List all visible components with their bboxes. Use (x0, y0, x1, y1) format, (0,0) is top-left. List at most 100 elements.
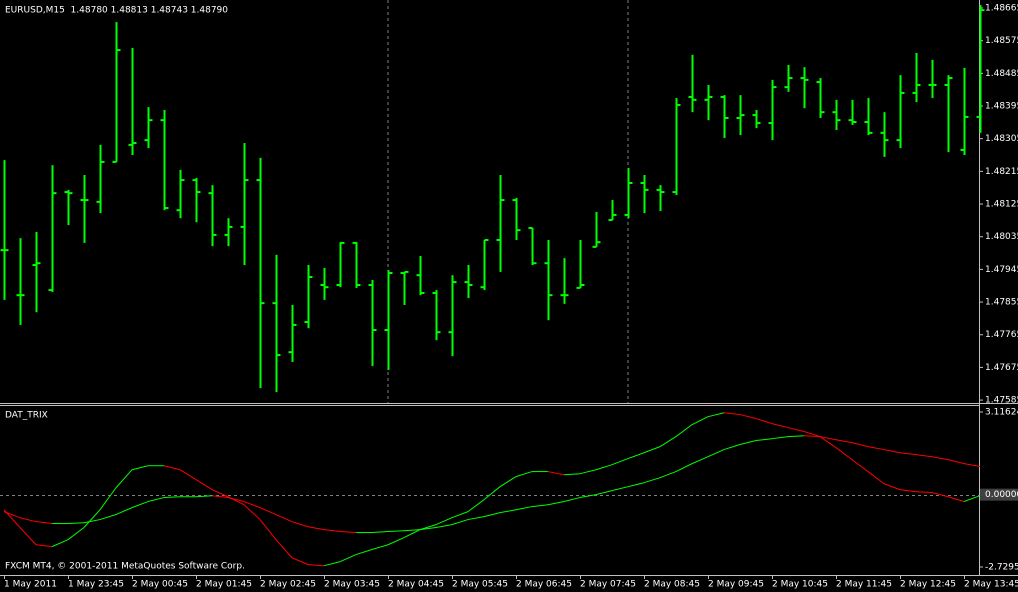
indicator-segment (291, 557, 309, 566)
indicator-segment (931, 456, 949, 461)
indicator-segment (611, 486, 629, 492)
indicator-segment (67, 522, 85, 525)
x-tick-label: 2 May 06:45 (516, 580, 572, 590)
indicator-segment (99, 514, 117, 521)
indicator-segment (451, 511, 469, 519)
indicator-segment (835, 439, 853, 444)
indicator-segment (3, 511, 21, 519)
y-tick-label: 1.48305 (985, 134, 1018, 144)
indicator-segment (35, 544, 53, 548)
y-tick-label: 1.47855 (985, 298, 1018, 308)
indicator-segment (339, 530, 357, 534)
indicator-segment (675, 463, 693, 473)
indicator-segment (435, 517, 453, 526)
indicator-segment (403, 529, 421, 539)
indicator-segment (787, 427, 805, 433)
indicator-segment (931, 492, 949, 498)
indicator-segment (371, 530, 389, 534)
indicator-segment (291, 521, 309, 528)
y-tick-label: 1.48125 (985, 200, 1018, 210)
indicator-segment (323, 529, 341, 532)
y-tick-label: 1.48035 (985, 232, 1018, 242)
x-tick-label: 2 May 05:45 (452, 580, 508, 590)
chart-title: EURUSD,M15 1.48780 1.48813 1.48743 1.487… (5, 6, 228, 16)
indicator-segment (419, 527, 437, 531)
indicator-segment (131, 465, 149, 471)
indicator-segment (851, 442, 869, 448)
indicator-segment (563, 473, 581, 476)
y-tick-label: 1.47945 (985, 265, 1018, 275)
x-tick-label: 2 May 04:45 (388, 580, 444, 590)
indicator-segment (163, 465, 181, 471)
indicator-segment (83, 519, 101, 524)
indicator-segment (323, 561, 341, 567)
indicator-segment (83, 509, 101, 528)
indicator-segment (211, 489, 229, 498)
y-tick-label: 1.47675 (985, 363, 1018, 373)
indicator-segment (723, 412, 741, 416)
indicator-segment (243, 504, 261, 520)
indicator-segment (259, 507, 277, 515)
indicator-segment (403, 529, 421, 532)
indicator-segment (611, 458, 629, 466)
indicator-segment (915, 491, 933, 494)
indicator-segment (115, 507, 133, 515)
x-tick-label: 2 May 02:45 (260, 580, 316, 590)
indicator-segment (483, 512, 501, 518)
indicator-segment (387, 537, 405, 546)
indicator-segment (643, 446, 661, 454)
indicator-segment (131, 501, 149, 509)
indicator-segment (227, 497, 245, 503)
indicator-segment (963, 463, 981, 468)
y-tick-label: 0.00000 (985, 490, 1018, 500)
indicator-segment (371, 544, 389, 550)
indicator-segment (19, 527, 37, 546)
indicator-segment (659, 436, 677, 448)
indicator-segment (883, 449, 901, 454)
indicator-segment (947, 496, 965, 503)
indicator-segment (499, 476, 517, 488)
indicator-segment (339, 554, 357, 563)
x-tick-label: 2 May 01:45 (196, 580, 252, 590)
indicator-segment (707, 449, 725, 458)
indicator-segment (515, 506, 533, 511)
indicator-segment (387, 530, 405, 532)
y-tick-label: 1.48575 (985, 36, 1018, 46)
indicator-segment (451, 519, 469, 526)
x-tick-label: 2 May 07:45 (580, 580, 636, 590)
x-tick-label: 2 May 08:45 (644, 580, 700, 590)
indicator-segment (755, 418, 773, 425)
indicator-segment (899, 489, 917, 493)
indicator-segment (787, 435, 805, 438)
indicator-segment (883, 483, 901, 491)
indicator-segment (867, 446, 885, 451)
indicator-segment (467, 516, 485, 521)
copyright: FXCM MT4, © 2001-2011 MetaQuotes Softwar… (5, 562, 245, 572)
indicator-segment (723, 444, 741, 451)
indicator-segment (259, 519, 277, 541)
indicator-segment (547, 501, 565, 506)
indicator-segment (851, 459, 869, 472)
x-tick-label: 2 May 12:45 (900, 580, 956, 590)
y-tick-label: 1.47585 (985, 396, 1018, 406)
indicator-segment (595, 464, 613, 471)
indicator-segment (99, 487, 117, 511)
indicator-segment (467, 499, 485, 513)
indicator-segment (483, 486, 501, 501)
indicator-segment (595, 490, 613, 496)
indicator-segment (739, 414, 757, 420)
indicator-segment (515, 471, 533, 478)
indicator-segment (195, 479, 213, 491)
indicator-segment (307, 526, 325, 531)
indicator-segment (547, 471, 565, 476)
x-tick-label: 2 May 11:45 (836, 580, 892, 590)
x-tick-label: 2 May 09:45 (708, 580, 764, 590)
x-tick-label: 1 May 23:45 (68, 580, 124, 590)
y-tick-label: 1.48395 (985, 102, 1018, 112)
x-tick-label: 2 May 03:45 (324, 580, 380, 590)
indicator-segment (803, 431, 821, 438)
indicator-segment (19, 517, 37, 523)
indicator-title: DAT_TRIX (5, 411, 48, 421)
y-tick-label: 1.47765 (985, 330, 1018, 340)
